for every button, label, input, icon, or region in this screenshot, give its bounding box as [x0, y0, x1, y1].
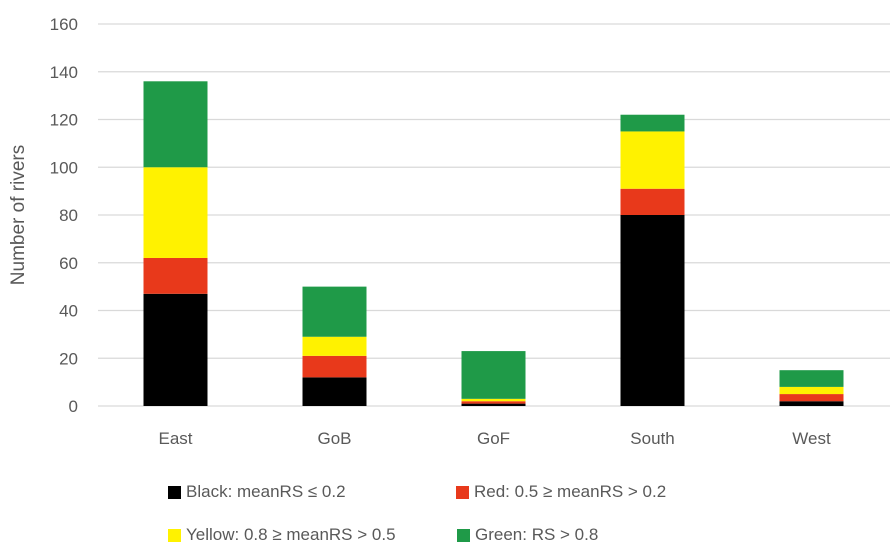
legend-swatch-green	[457, 528, 470, 542]
y-tick-label: 140	[50, 63, 78, 82]
bar-segment	[620, 131, 685, 189]
bar-segment	[779, 386, 844, 395]
y-tick-label: 80	[59, 206, 78, 225]
legend-label-yellow: Yellow: 0.8 ≥ meanRS > 0.5	[186, 525, 396, 544]
bars	[143, 81, 844, 406]
bar-segment	[779, 401, 844, 406]
bar-segment	[302, 355, 367, 378]
bar-segment	[461, 351, 526, 399]
bar-segment	[143, 293, 208, 406]
legend-label-black: Black: meanRS ≤ 0.2	[186, 482, 346, 501]
legend-item-green: Green: RS > 0.8	[457, 525, 598, 545]
bar-segment	[620, 188, 685, 215]
y-tick-label: 40	[59, 302, 78, 321]
y-axis-ticks: 0 20 40 60 80 100 120 140 160	[50, 15, 78, 416]
bar-segment	[620, 114, 685, 132]
y-tick-label: 120	[50, 111, 78, 130]
legend-item-yellow: Yellow: 0.8 ≥ meanRS > 0.5	[168, 525, 396, 545]
gridlines	[98, 23, 890, 407]
x-axis-ticks: East GoB GoF South West	[158, 429, 830, 448]
bar-segment	[143, 81, 208, 168]
legend-swatch-red	[456, 485, 469, 499]
bar-segment	[779, 370, 844, 387]
y-tick-label: 100	[50, 158, 78, 177]
x-tick-label: East	[158, 429, 192, 448]
bar-segment	[620, 215, 685, 406]
bar-segment	[779, 394, 844, 402]
legend-item-red: Red: 0.5 ≥ meanRS > 0.2	[456, 482, 666, 502]
legend-swatch-yellow	[168, 528, 181, 542]
bar-segment	[302, 336, 367, 356]
x-tick-label: West	[792, 429, 831, 448]
y-tick-label: 160	[50, 15, 78, 34]
legend-swatch-black	[168, 485, 181, 499]
bar-segment	[461, 398, 526, 402]
x-tick-label: GoF	[477, 429, 510, 448]
y-tick-label: 20	[59, 349, 78, 368]
y-tick-label: 0	[69, 397, 78, 416]
x-tick-label: GoB	[317, 429, 351, 448]
bar-segment	[302, 377, 367, 406]
y-tick-label: 60	[59, 254, 78, 273]
x-tick-label: South	[630, 429, 674, 448]
bar-segment	[143, 167, 208, 258]
legend-label-red: Red: 0.5 ≥ meanRS > 0.2	[474, 482, 667, 501]
y-axis-label: Number of rivers	[8, 145, 29, 285]
bar-segment	[461, 403, 526, 406]
bar-segment	[461, 401, 526, 404]
legend-item-black: Black: meanRS ≤ 0.2	[168, 482, 346, 502]
bar-segment	[302, 286, 367, 337]
bar-segment	[143, 257, 208, 294]
legend-label-green: Green: RS > 0.8	[475, 525, 599, 544]
